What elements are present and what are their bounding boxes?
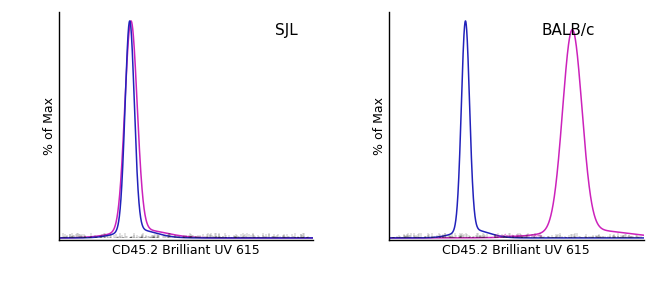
Y-axis label: % of Max: % of Max: [373, 97, 386, 155]
Text: SJL: SJL: [275, 23, 298, 38]
X-axis label: CD45.2 Brilliant UV 615: CD45.2 Brilliant UV 615: [112, 244, 259, 257]
Y-axis label: % of Max: % of Max: [43, 97, 56, 155]
Text: BALB/c: BALB/c: [541, 23, 595, 38]
X-axis label: CD45.2 Brilliant UV 615: CD45.2 Brilliant UV 615: [443, 244, 590, 257]
